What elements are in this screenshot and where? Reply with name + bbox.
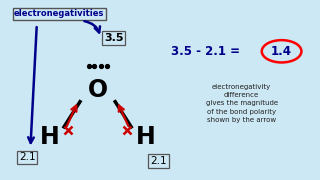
Text: O: O [88,78,108,102]
Text: 3.5: 3.5 [104,33,123,43]
Text: H: H [136,125,156,149]
Text: 2.1: 2.1 [150,156,167,166]
Text: electronegativities: electronegativities [14,9,104,18]
Text: H: H [40,125,60,149]
Text: 3.5 - 2.1 =: 3.5 - 2.1 = [171,45,240,58]
Text: 1.4: 1.4 [271,45,292,58]
Text: electronegativity
difference
gives the magnitude
of the bond polarity
shown by t: electronegativity difference gives the m… [205,84,278,123]
Text: 2.1: 2.1 [19,152,36,163]
